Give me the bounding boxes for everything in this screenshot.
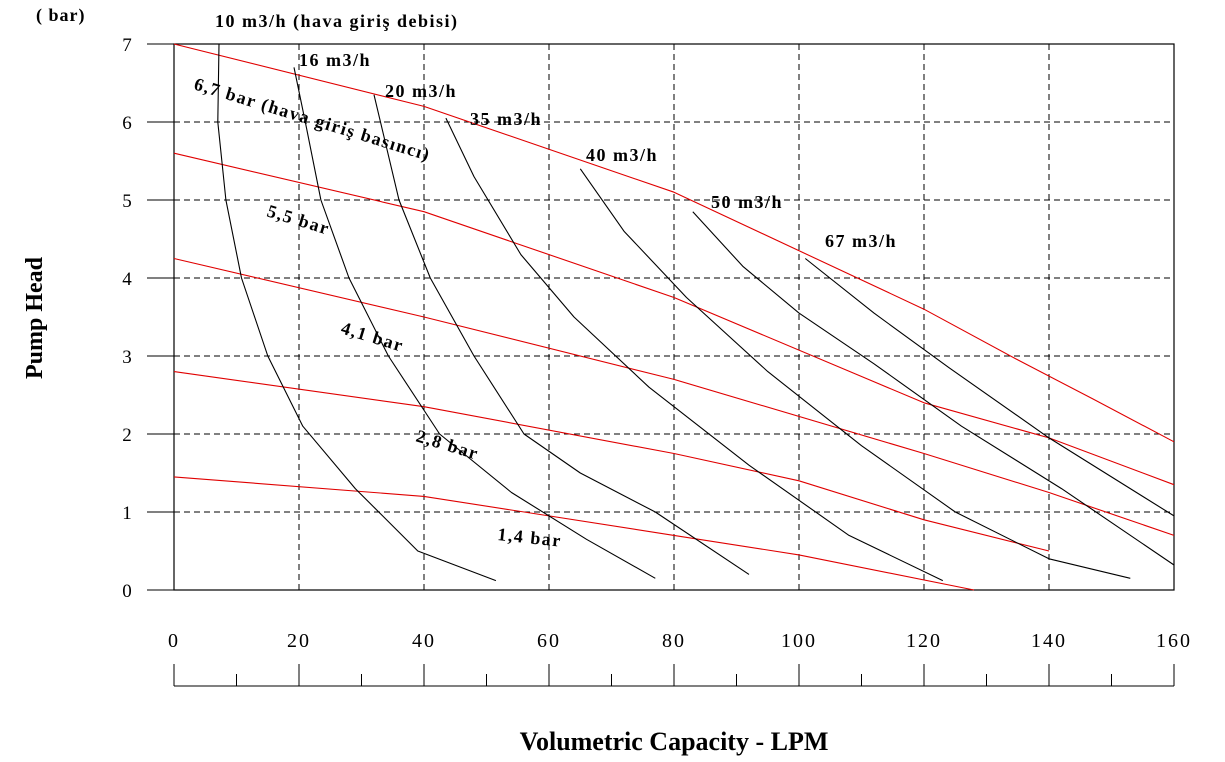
x-tick-label: 80 xyxy=(662,630,686,652)
y-tick-label: 7 xyxy=(122,35,132,56)
x-axis: 0 20 40 60 80 100 120 140 160 xyxy=(168,630,1192,687)
y-tick-label: 5 xyxy=(122,191,132,212)
x-tick-label: 0 xyxy=(168,630,180,652)
curve-label: 16 m3/h xyxy=(299,50,371,70)
pressure-curve xyxy=(173,257,1175,536)
y-tick-label: 4 xyxy=(122,269,132,290)
flow-curve xyxy=(217,43,497,582)
x-tick-label: 120 xyxy=(906,630,942,652)
grid xyxy=(174,44,1174,590)
pressure-curve xyxy=(173,476,975,591)
x-tick-label: 20 xyxy=(287,630,311,652)
x-tick-label: 100 xyxy=(781,630,817,652)
y-axis-title: Pump Head xyxy=(22,256,48,379)
y-tick-label: 6 xyxy=(122,113,132,134)
curve-label: 35 m3/h xyxy=(470,109,542,129)
curve-label: 4,1 bar xyxy=(339,318,407,356)
y-tick-label: 2 xyxy=(122,425,132,446)
unit-label: ( bar) xyxy=(36,5,86,26)
flow-curve xyxy=(804,258,1175,517)
flow-curve xyxy=(692,211,1175,566)
curve-label: 67 m3/h xyxy=(825,231,897,251)
air-pressure-series xyxy=(173,43,1175,591)
y-tick-label: 0 xyxy=(122,581,132,602)
pressure-curve xyxy=(173,43,1175,443)
pressure-curve xyxy=(173,371,1050,552)
curve-label: 50 m3/h xyxy=(711,192,783,212)
curve-label: 10 m3/h (hava giriş debisi) xyxy=(215,11,459,32)
flow-curve xyxy=(445,117,944,582)
x-tick-label: 60 xyxy=(537,630,561,652)
flow-curve xyxy=(579,168,1131,579)
flow-curve xyxy=(293,67,656,579)
curve-label: 40 m3/h xyxy=(586,145,658,165)
flow-curve xyxy=(373,94,750,575)
curve-label: 1,4 bar xyxy=(497,524,563,551)
y-tick-label: 1 xyxy=(122,503,132,524)
x-tick-label: 40 xyxy=(412,630,436,652)
y-axis-ticks: 0 1 2 3 4 5 6 7 xyxy=(122,35,174,602)
pressure-curve xyxy=(173,152,1175,486)
plot-border xyxy=(173,43,1175,591)
y-tick-label: 3 xyxy=(122,347,132,368)
annotations: 10 m3/h (hava giriş debisi) 16 m3/h 20 m3/… xyxy=(192,11,897,551)
air-flow-series xyxy=(217,43,1175,582)
x-axis-title: Volumetric Capacity - LPM xyxy=(520,727,829,756)
x-tick-label: 140 xyxy=(1031,630,1067,652)
curve-label: 20 m3/h xyxy=(385,81,457,101)
x-tick-label: 160 xyxy=(1156,630,1192,652)
plot-frame xyxy=(173,43,1175,591)
